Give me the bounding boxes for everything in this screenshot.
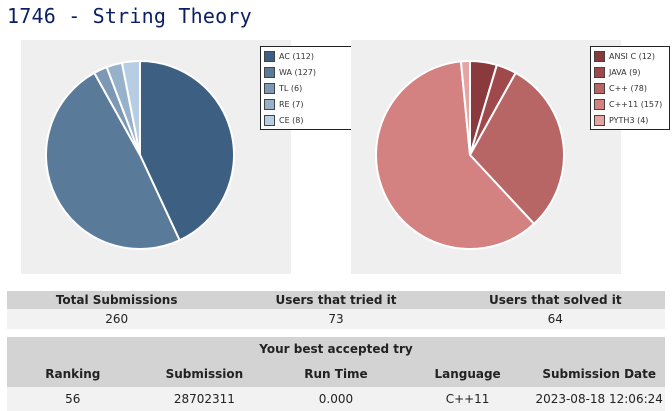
verdict-slice-wa	[45, 71, 181, 250]
legend-swatch	[264, 98, 275, 110]
users-solved-value: 64	[547, 312, 563, 326]
language-slice-c-11	[375, 60, 536, 250]
legend-label: C++11 (157)	[609, 99, 663, 109]
total-submissions-value: 260	[105, 312, 129, 326]
submission-id-link[interactable]: 28702311	[173, 392, 235, 406]
legend-swatch	[594, 50, 605, 62]
submission-date-header: Submission Date	[542, 367, 657, 381]
language-pie-chart	[375, 59, 565, 250]
legend-item-cpp: C++ (78)	[594, 80, 666, 96]
run-time-header: Run Time	[304, 367, 368, 381]
legend-swatch	[264, 82, 275, 94]
best-try-value-row: 56 28702311 0.000 C++11 2023-08-18 12:06…	[7, 387, 665, 411]
language-slice-pyth3	[459, 59, 471, 156]
legend-item-ac: AC (112)	[264, 48, 358, 64]
legend-item-tl: TL (6)	[264, 80, 358, 96]
ranking-header: Ranking	[45, 367, 101, 381]
legend-item-ansi-c: ANSI C (12)	[594, 48, 666, 64]
legend-label: CE (8)	[279, 115, 304, 125]
language-header: Language	[434, 367, 501, 381]
users-tried-value: 73	[328, 312, 344, 326]
page-title: 1746 - String Theory	[7, 4, 252, 28]
best-try-title: Your best accepted try	[7, 337, 665, 361]
legend-label: C++ (78)	[609, 83, 647, 93]
legend-label: JAVA (9)	[609, 67, 641, 77]
legend-label: ANSI C (12)	[609, 51, 655, 61]
legend-label: TL (6)	[279, 83, 303, 93]
run-time-value: 0.000	[318, 392, 354, 406]
legend-item-cpp11: C++11 (157)	[594, 96, 666, 112]
legend-swatch	[264, 66, 275, 78]
language-slice-c-	[468, 71, 565, 226]
legend-item-wa: WA (127)	[264, 64, 358, 80]
verdict-slice-ce	[120, 59, 141, 156]
language-value: C++11	[445, 392, 490, 406]
legend-label: WA (127)	[279, 67, 316, 77]
best-accepted-try-table: Your best accepted try Ranking Submissio…	[7, 337, 665, 411]
legend-swatch	[264, 114, 275, 126]
legend-swatch	[594, 82, 605, 94]
statistics-table: Total Submissions Users that tried it Us…	[7, 291, 665, 329]
legend-item-java: JAVA (9)	[594, 64, 666, 80]
language-chart-panel	[351, 40, 621, 274]
total-submissions-header: Total Submissions	[55, 293, 178, 307]
legend-item-ce: CE (8)	[264, 112, 358, 128]
users-tried-header: Users that tried it	[275, 293, 397, 307]
legend-item-re: RE (7)	[264, 96, 358, 112]
language-legend: ANSI C (12) JAVA (9) C++ (78) C++11 (157…	[590, 46, 670, 130]
users-solved-header: Users that solved it	[489, 293, 622, 307]
verdict-slice-ac	[139, 59, 235, 242]
verdict-pie-chart	[45, 59, 235, 250]
legend-label: AC (112)	[279, 51, 314, 61]
submission-date-value: 2023-08-18 12:06:24	[535, 392, 663, 406]
legend-item-pyth3: PYTH3 (4)	[594, 112, 666, 128]
verdict-chart-panel	[21, 40, 291, 274]
legend-label: RE (7)	[279, 99, 304, 109]
statistics-value-row: 260 73 64	[7, 309, 665, 329]
submission-header: Submission	[165, 367, 244, 381]
verdict-legend: AC (112) WA (127) TL (6) RE (7) CE (8)	[260, 46, 362, 130]
legend-swatch	[264, 50, 275, 62]
legend-swatch	[594, 114, 605, 126]
legend-label: PYTH3 (4)	[609, 115, 649, 125]
legend-swatch	[594, 66, 605, 78]
legend-swatch	[594, 98, 605, 110]
best-try-header-row: Ranking Submission Run Time Language Sub…	[7, 361, 665, 387]
statistics-header-row: Total Submissions Users that tried it Us…	[7, 291, 665, 309]
ranking-value: 56	[65, 392, 81, 406]
